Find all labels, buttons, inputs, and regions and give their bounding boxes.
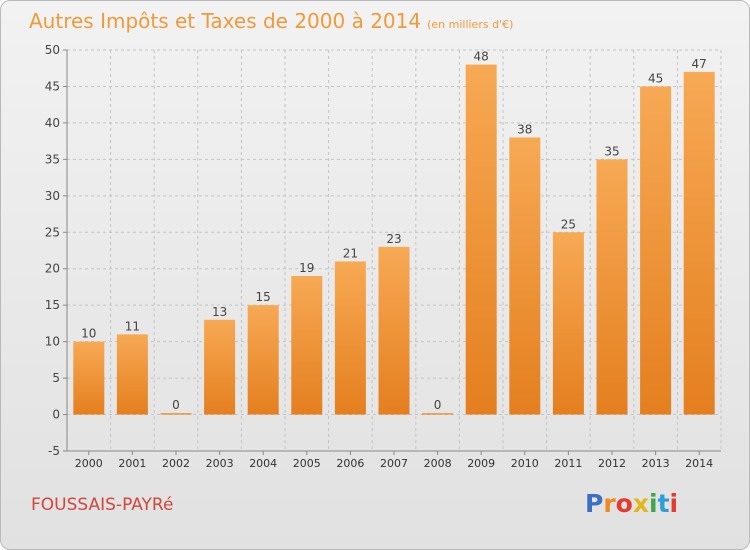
chart-unit: (en milliers d'€) <box>427 18 514 31</box>
x-tick-label: 2007 <box>380 457 408 470</box>
logo-letter: o <box>615 489 633 518</box>
x-tick-label: 2009 <box>467 457 495 470</box>
bar <box>683 71 715 415</box>
data-label: 0 <box>172 398 180 412</box>
x-tick-label: 2001 <box>118 457 146 470</box>
bar <box>160 413 192 415</box>
x-tick-label: 2008 <box>424 457 452 470</box>
bar <box>116 334 148 415</box>
x-tick-label: 2002 <box>162 457 190 470</box>
logo-letter: P <box>585 489 604 518</box>
x-tick-label: 2013 <box>642 457 670 470</box>
proxiti-logo: Proxiti <box>585 489 678 518</box>
logo-letter: r <box>603 489 616 518</box>
data-label: 45 <box>648 71 663 85</box>
x-tick-label: 2010 <box>511 457 539 470</box>
chart-title: Autres Impôts et Taxes de 2000 à 2014 (en… <box>29 9 513 33</box>
bar <box>465 64 497 415</box>
chart-title-text: Autres Impôts et Taxes de 2000 à 2014 <box>29 9 422 33</box>
y-tick-label: 5 <box>52 371 60 385</box>
logo-letter: x <box>632 489 649 518</box>
logo-letter: i <box>649 489 658 518</box>
y-tick-label: 25 <box>45 225 60 239</box>
bar <box>73 341 105 415</box>
y-tick-label: 40 <box>45 116 60 130</box>
bar <box>640 86 672 415</box>
data-label: 0 <box>434 398 442 412</box>
y-tick-label: 15 <box>45 298 60 312</box>
bar <box>509 137 541 415</box>
x-tick-label: 2012 <box>598 457 626 470</box>
data-label: 23 <box>386 232 401 246</box>
bar <box>422 413 454 415</box>
data-label: 38 <box>517 122 532 136</box>
logo-letter: t <box>657 489 670 518</box>
bar <box>291 276 323 415</box>
bars <box>73 64 715 415</box>
x-tick-label: 2011 <box>554 457 582 470</box>
x-tick-label: 2000 <box>75 457 103 470</box>
data-label: 47 <box>692 57 707 71</box>
y-tick-label: 45 <box>45 79 60 93</box>
x-tick-label: 2006 <box>336 457 364 470</box>
place-name: FOUSSAIS-PAYRé <box>31 495 174 515</box>
y-tick-label: 20 <box>45 262 60 276</box>
data-label: 48 <box>474 50 489 64</box>
data-label: 15 <box>256 290 271 304</box>
y-tick-label: 30 <box>45 189 60 203</box>
bar <box>552 232 584 415</box>
data-label: 13 <box>212 305 227 319</box>
x-tick-label: 2004 <box>249 457 277 470</box>
data-label: 25 <box>561 217 576 231</box>
data-label: 11 <box>125 319 140 333</box>
data-label: 21 <box>343 246 358 260</box>
logo-letter: i <box>669 489 679 518</box>
y-tick-label: 0 <box>52 408 60 422</box>
labels: -5 0 5 10 15 20 25 30 35 40 45 50 2000 10 2001 11 2002 0 2… <box>45 43 713 470</box>
bar <box>204 319 236 415</box>
y-tick-label: 10 <box>45 335 60 349</box>
data-label: 35 <box>604 144 619 158</box>
bar <box>378 246 410 415</box>
bar <box>334 261 366 415</box>
axes <box>63 49 721 455</box>
x-tick-label: 2014 <box>685 457 713 470</box>
data-label: 10 <box>81 327 96 341</box>
data-label: 19 <box>299 261 314 275</box>
x-tick-label: 2003 <box>206 457 234 470</box>
x-tick-label: 2005 <box>293 457 321 470</box>
y-tick-label: 35 <box>45 152 60 166</box>
y-tick-label: 50 <box>45 43 60 57</box>
bar <box>596 159 628 415</box>
y-tick-label: -5 <box>48 444 60 458</box>
bar <box>247 305 279 415</box>
